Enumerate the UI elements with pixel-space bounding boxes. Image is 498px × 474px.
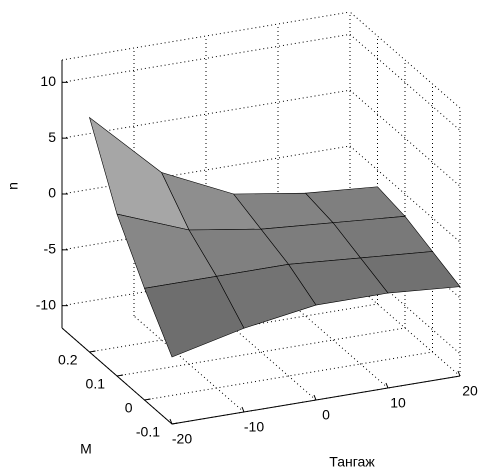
x-axis-label: Тангаж (329, 454, 375, 470)
tick-mark (171, 422, 179, 425)
y-tick-label: -0.1 (136, 424, 160, 440)
z-axis-label: n (5, 182, 21, 190)
x-tick-label: -20 (172, 431, 192, 447)
x-tick-label: 0 (322, 407, 330, 423)
grid-line (349, 145, 461, 243)
z-tick-label: -10 (36, 296, 56, 312)
tick-mark (116, 374, 124, 377)
x-tick-label: -10 (244, 419, 264, 435)
grid-line (61, 201, 351, 251)
grid-line (144, 351, 433, 401)
x-tick-label: 20 (462, 383, 478, 399)
z-tick-label: 5 (48, 129, 56, 145)
y-tick-label: 0.2 (58, 352, 78, 368)
grid-line (89, 303, 378, 353)
y-tick-label: 0.1 (86, 376, 106, 392)
tick-mark (241, 406, 245, 413)
grid-line (61, 257, 351, 307)
grid-line (61, 33, 351, 83)
box-edge (349, 11, 461, 109)
y-tick-label: 0 (125, 400, 133, 416)
tick-mark (89, 350, 96, 353)
box-edge (61, 11, 351, 61)
tick-mark (385, 382, 389, 389)
tick-mark (144, 398, 151, 401)
x-tick-label: 10 (390, 395, 406, 411)
tick-mark (169, 418, 173, 425)
surface-patch (88, 116, 190, 231)
grid-line (116, 327, 406, 377)
grid-line (61, 89, 351, 139)
grid-line (349, 33, 461, 131)
grid-line (205, 303, 317, 401)
grid-line (277, 291, 389, 389)
tick-mark (313, 394, 317, 401)
z-tick-label: 0 (48, 185, 56, 201)
grid-line (349, 89, 461, 187)
tick-mark (457, 370, 461, 377)
y-axis-label: M (80, 441, 92, 457)
z-tick-label: 10 (40, 73, 56, 89)
z-tick-label: -5 (44, 241, 57, 257)
surface-patch (144, 276, 245, 358)
